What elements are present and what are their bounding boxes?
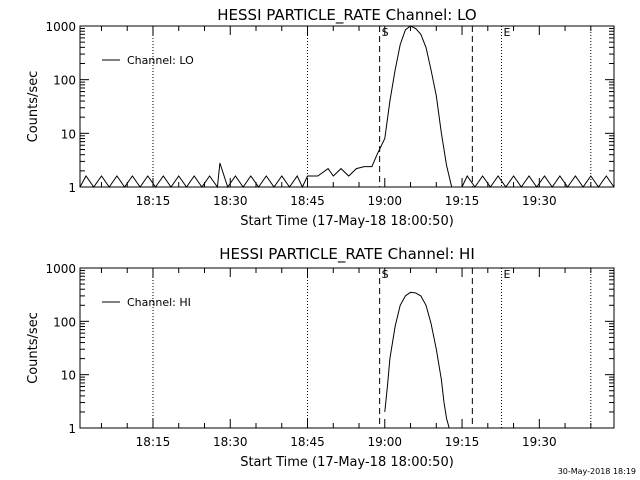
- chart-1-series-0-line: [384, 291, 450, 429]
- chart-0-start-marker-label: S: [382, 26, 389, 39]
- chart-0-y-tick-label: 100: [53, 74, 76, 88]
- chart-0-x-tick-label: 19:30: [522, 194, 557, 208]
- chart-0-x-tick-label: 18:30: [213, 194, 248, 208]
- chart-0-x-tick-label: 19:00: [367, 194, 402, 208]
- chart-1-y-tick-label: 10: [61, 369, 76, 383]
- chart-0-y-tick-label: 1: [68, 181, 76, 195]
- chart-1-x-tick-label: 19:15: [445, 435, 480, 449]
- chart-1-x-tick-label: 19:00: [367, 435, 402, 449]
- chart-0-series-0-line: [79, 25, 615, 189]
- chart-0-x-tick-label: 18:15: [136, 194, 171, 208]
- chart-1-x-tick-label: 18:30: [213, 435, 248, 449]
- chart-1-x-tick-label: 18:15: [136, 435, 171, 449]
- chart-1-x-tick-label: 19:30: [522, 435, 557, 449]
- chart-1-y-tick-label: 1000: [45, 262, 76, 276]
- chart-0-legend-label: Channel: LO: [127, 54, 194, 67]
- chart-0-y-tick-label: 1000: [45, 20, 76, 34]
- chart-0-x-axis-label: Start Time (17-May-18 18:00:50): [240, 214, 454, 229]
- chart-1-x-axis-label: Start Time (17-May-18 18:00:50): [240, 455, 454, 470]
- chart-0-title: HESSI PARTICLE_RATE Channel: LO: [217, 6, 476, 25]
- chart-1-title: HESSI PARTICLE_RATE Channel: HI: [219, 245, 475, 264]
- chart-1-legend-label: Channel: HI: [127, 296, 191, 309]
- chart-1-x-tick-label: 18:45: [290, 435, 325, 449]
- chart-1-y-axis-label: Counts/sec: [26, 312, 41, 384]
- chart-0-plot-frame: [79, 25, 615, 188]
- chart-1-end-marker-label: E: [504, 268, 511, 281]
- chart-0-x-tick-label: 18:45: [290, 194, 325, 208]
- chart-1-y-tick-label: 100: [53, 315, 76, 329]
- chart-1-start-marker-label: S: [382, 268, 389, 281]
- chart-0-x-tick-label: 19:15: [445, 194, 480, 208]
- chart-0-end-marker-label: E: [504, 26, 511, 39]
- chart-0-y-tick-label: 10: [61, 127, 76, 141]
- chart-1-y-tick-label: 1: [68, 422, 76, 436]
- footer-timestamp: 30-May-2018 18:19: [558, 467, 636, 476]
- chart-0-y-axis-label: Counts/sec: [26, 71, 41, 143]
- chart-1-plot-frame: [79, 267, 615, 429]
